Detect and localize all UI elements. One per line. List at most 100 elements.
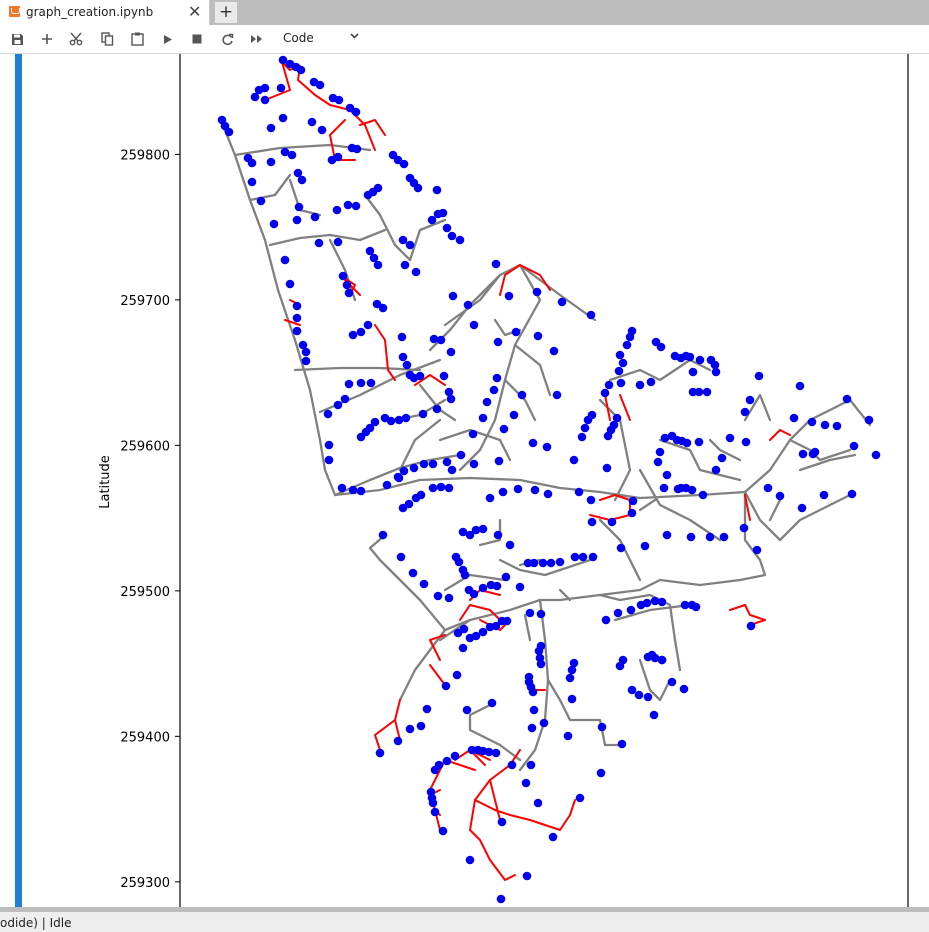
gray-edge	[743, 393, 772, 422]
node-point	[293, 168, 303, 178]
node-point	[494, 456, 504, 466]
red-edge	[604, 394, 611, 421]
node-point	[333, 400, 343, 410]
node-point	[614, 366, 624, 376]
node-point	[615, 661, 625, 671]
node-point	[702, 387, 712, 397]
paste-icon[interactable]	[128, 31, 146, 47]
save-icon[interactable]	[8, 31, 26, 47]
node-point	[298, 340, 308, 350]
node-point	[507, 760, 517, 770]
node-point	[534, 646, 544, 656]
node-point	[416, 490, 426, 500]
node-point	[588, 552, 598, 562]
node-point	[871, 450, 881, 460]
node-point	[789, 413, 799, 423]
node-point	[596, 768, 606, 778]
node-point	[351, 201, 361, 211]
node-point	[419, 459, 429, 469]
node-point	[301, 347, 311, 357]
node-point	[260, 95, 270, 105]
node-point	[356, 327, 366, 337]
node-point	[266, 123, 276, 133]
node-point	[536, 659, 546, 669]
node-point	[555, 557, 565, 567]
restart-icon[interactable]	[218, 31, 236, 47]
node-point	[580, 423, 590, 433]
node-point	[640, 541, 650, 551]
gray-edge	[658, 438, 742, 482]
node-point	[382, 480, 392, 490]
node-point	[694, 437, 704, 447]
node-point	[485, 493, 495, 503]
node-point	[497, 817, 507, 827]
node-point	[810, 447, 820, 457]
node-point	[344, 379, 354, 389]
node-point	[627, 685, 637, 695]
node-point	[657, 655, 667, 665]
node-point	[628, 496, 638, 506]
copy-icon[interactable]	[98, 31, 116, 47]
red-edge	[264, 61, 291, 101]
node-point	[662, 530, 672, 540]
node-point	[543, 489, 553, 499]
node-point	[396, 552, 406, 562]
node-point	[577, 432, 587, 442]
tab-notebook[interactable]: graph_creation.ipynb ✕	[0, 0, 210, 25]
node-point	[864, 415, 874, 425]
node-point	[600, 388, 610, 398]
node-point	[526, 760, 536, 770]
run-all-icon[interactable]	[248, 31, 266, 47]
red-edge	[769, 429, 791, 441]
node-point	[307, 117, 317, 127]
node-point	[679, 684, 689, 694]
node-point	[375, 748, 385, 758]
run-icon[interactable]	[159, 31, 177, 47]
node-point	[458, 643, 468, 653]
node-point	[334, 95, 344, 105]
y-tick-label: 259400	[120, 730, 170, 745]
node-point	[529, 558, 539, 568]
new-tab-button[interactable]: +	[215, 2, 237, 23]
y-tick-label: 259800	[120, 148, 170, 163]
node-point	[655, 447, 665, 457]
node-point	[465, 855, 475, 865]
node-point	[444, 387, 454, 397]
gray-edge	[598, 490, 767, 597]
node-point	[807, 417, 817, 427]
node-point	[643, 692, 653, 702]
node-point	[399, 466, 409, 476]
node-point	[460, 570, 470, 580]
node-point	[393, 472, 403, 482]
node-point	[456, 450, 466, 460]
node-point	[266, 157, 276, 167]
active-cell-indicator[interactable]	[15, 54, 22, 908]
node-point	[317, 125, 327, 135]
node-point	[428, 459, 438, 469]
node-point	[411, 267, 421, 277]
node-point	[682, 438, 692, 448]
node-point	[710, 360, 720, 370]
node-point	[505, 540, 515, 550]
gray-edge	[743, 490, 852, 542]
node-point	[511, 327, 521, 337]
node-point	[419, 579, 429, 589]
node-point	[542, 442, 552, 452]
cut-icon[interactable]	[67, 31, 85, 47]
node-point	[247, 158, 257, 168]
node-point	[292, 326, 302, 336]
y-tick-label: 259600	[120, 439, 170, 454]
node-point	[418, 409, 428, 419]
gray-edge	[613, 603, 692, 622]
stop-icon[interactable]	[188, 31, 206, 47]
red-edge	[429, 664, 446, 686]
close-icon[interactable]: ✕	[188, 2, 202, 21]
node-point	[369, 253, 379, 263]
red-edge	[459, 604, 501, 621]
gray-edge	[333, 476, 747, 500]
node-point	[819, 490, 829, 500]
cell-type-select[interactable]: Code	[283, 31, 314, 45]
node-point	[532, 287, 542, 297]
chevron-down-icon[interactable]	[349, 30, 360, 44]
add-cell-icon[interactable]	[38, 31, 56, 47]
